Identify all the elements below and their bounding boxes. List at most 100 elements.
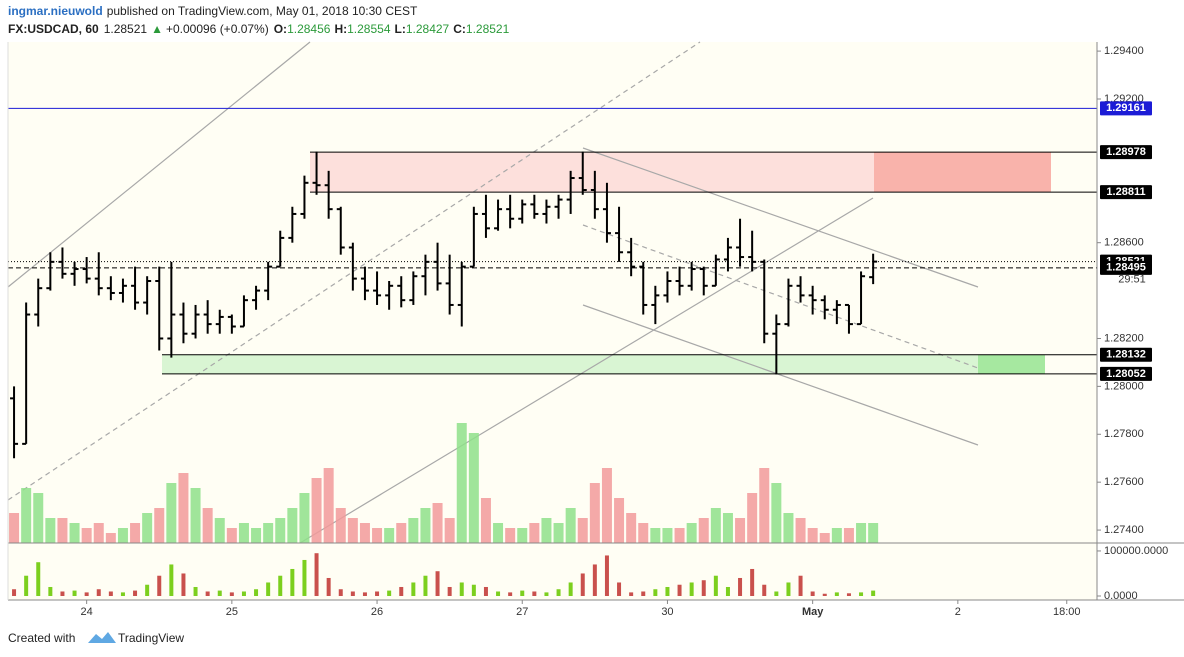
volume-bar	[57, 518, 68, 543]
indicator-bar	[665, 586, 670, 596]
volume-bar	[263, 523, 274, 543]
indicator-bar	[859, 592, 864, 596]
indicator-bar	[508, 592, 513, 596]
volume-bar	[359, 523, 370, 543]
ohlc-value: 1.28427	[406, 22, 450, 36]
volume-bar	[214, 518, 225, 543]
x-tick-label: 2	[955, 606, 961, 618]
volume-bar	[856, 523, 867, 543]
indicator-bar	[762, 584, 767, 596]
volume-bar	[166, 483, 177, 543]
indicator-bar	[689, 582, 694, 596]
indicator-bar	[326, 577, 331, 596]
volume-bar	[698, 518, 709, 543]
supply-zone	[310, 152, 874, 193]
indicator-bar	[774, 591, 779, 596]
indicator-bar	[36, 562, 41, 596]
volume-bar	[601, 468, 612, 543]
x-tick-label: May	[802, 606, 824, 618]
indicator-bar	[96, 589, 101, 596]
indicator-bar	[145, 584, 150, 596]
indicator-bar	[846, 593, 851, 596]
indicator-bar	[544, 592, 549, 596]
indicator-bar	[217, 590, 222, 596]
indicator-bar	[229, 592, 234, 596]
volume-bar	[577, 518, 588, 543]
indicator-bar	[133, 590, 138, 596]
volume-bar	[456, 423, 467, 543]
y-tick-label: 1.28200	[1104, 332, 1144, 344]
footer-logo[interactable]	[88, 632, 116, 643]
indicator-bar	[822, 593, 827, 596]
volume-bar	[396, 523, 407, 543]
indicator-bar	[290, 568, 295, 596]
volume-bar	[626, 513, 637, 543]
footer-brand[interactable]: TradingView	[118, 631, 184, 645]
volume-bar	[81, 528, 92, 543]
indicator-bar	[701, 580, 706, 596]
volume-bar	[662, 528, 673, 543]
indicator-bar	[266, 582, 271, 596]
indicator-bar	[725, 586, 730, 596]
level-label: 1.28495	[1106, 262, 1146, 274]
footer-created: Created with	[8, 631, 75, 645]
volume-bar	[747, 493, 758, 543]
indicator-bar	[871, 590, 876, 596]
indicator-bar	[181, 573, 186, 596]
indicator-bar	[350, 591, 355, 596]
indicator-bar	[580, 573, 585, 596]
y-tick-label: 100000.0000	[1104, 545, 1168, 557]
volume-bar	[565, 508, 576, 543]
indicator-bar	[496, 591, 501, 596]
volume-bar	[868, 523, 879, 543]
published: published on TradingView.com, May 01, 20…	[107, 4, 418, 18]
indicator-bar	[193, 586, 198, 596]
indicator-bar	[653, 589, 658, 596]
volume-bar	[287, 508, 298, 543]
volume-bar	[638, 523, 649, 543]
logo-icon	[88, 632, 116, 643]
volume-bar	[589, 483, 600, 543]
volume-bar	[819, 533, 830, 543]
author[interactable]: ingmar.nieuwold	[8, 4, 103, 18]
level-label-box	[1100, 101, 1152, 116]
volume-bar	[505, 528, 516, 543]
indicator-bar	[592, 564, 597, 596]
indicator-bar	[254, 589, 259, 596]
volume-bar	[783, 513, 794, 543]
arrow: ▲	[151, 22, 163, 36]
indicator-bar	[520, 590, 525, 596]
indicator-bar	[387, 590, 392, 596]
volume-bar	[843, 528, 854, 543]
y-tick-label: 1.27800	[1104, 428, 1144, 440]
volume-bar	[432, 503, 443, 543]
volume-bar	[541, 518, 552, 543]
level-label-box	[1100, 366, 1152, 381]
indicator-bar	[362, 592, 367, 596]
indicator-bar	[84, 592, 89, 596]
indicator-bar	[24, 575, 29, 596]
volume-bar	[771, 483, 782, 543]
indicator-bar	[568, 582, 573, 596]
indicator-bar	[641, 591, 646, 596]
level-label-box	[1100, 347, 1152, 362]
volume-bar	[178, 473, 189, 543]
indicator-bar	[617, 582, 622, 596]
supply-zone-future	[874, 152, 1051, 193]
indicator-bar	[375, 591, 380, 596]
countdown: 29:51	[1118, 274, 1146, 286]
volume-bar	[93, 523, 104, 543]
indicator-bar	[423, 575, 428, 596]
change: +0.00096 (+0.07%)	[166, 22, 269, 36]
x-tick-label: 30	[661, 606, 673, 618]
volume-bar	[553, 523, 564, 543]
indicator-bar	[447, 586, 452, 596]
indicator-bar	[483, 586, 488, 596]
indicator-bar	[157, 575, 162, 596]
volume-bar	[735, 518, 746, 543]
volume-bar	[202, 508, 213, 543]
header-line-1: ingmar.nieuwold published on TradingView.…	[8, 4, 418, 18]
volume-bar	[468, 433, 479, 543]
indicator-bar	[435, 571, 440, 596]
volume-bar	[9, 513, 20, 543]
